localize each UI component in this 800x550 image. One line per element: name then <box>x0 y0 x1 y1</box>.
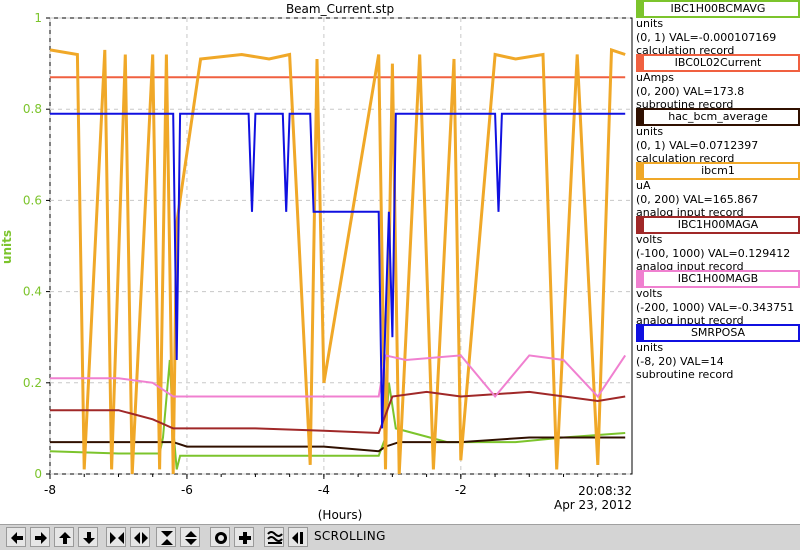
plot-frame <box>49 17 633 475</box>
legend-entry-range: (-100, 1000) VAL=0.129412 <box>636 246 791 260</box>
scroll-toggle-button[interactable] <box>288 527 308 547</box>
legend-entry-type: analog input record <box>636 260 744 273</box>
legend-entry-unit: volts <box>636 287 663 300</box>
series-line-smrposa <box>50 112 626 429</box>
legend-swatch <box>636 272 644 286</box>
current-time: 20:08:32 Apr 23, 2012 <box>552 484 632 512</box>
series-line-ibcm1 <box>49 47 626 475</box>
arrow-right-button[interactable] <box>30 527 50 547</box>
zoom-out-horizontal-button[interactable] <box>130 527 150 547</box>
series-line-ibc1h00maga <box>50 390 626 435</box>
x-tick-label: -2 <box>455 483 467 497</box>
y-tick-label: 0.6 <box>23 193 42 207</box>
date-text: Apr 23, 2012 <box>553 498 632 512</box>
legend-entry-unit: volts <box>636 233 663 246</box>
legend-entry-range: (0, 1) VAL=-0.000107169 <box>636 30 777 44</box>
x-tick-label: -4 <box>318 483 330 497</box>
legend-swatch <box>636 218 644 232</box>
zoom-out-horizontal-icon <box>134 532 148 544</box>
y-tick-label: 0 <box>34 467 42 481</box>
legend-entry-name[interactable]: hac_bcm_average <box>636 108 800 126</box>
legend-entry-unit: units <box>636 341 664 354</box>
series-layer <box>49 47 627 475</box>
zoom-out-vertical-icon <box>185 531 197 545</box>
legend-entry-name[interactable]: IBC1H00MAGB <box>636 270 800 288</box>
zoom-in-vertical-icon <box>161 531 173 545</box>
arrow-down-icon <box>83 532 95 544</box>
axes: 0 0.2 0.4 0.6 0.8 1 -8 -6 -4 -2 <box>23 11 599 497</box>
arrow-right-icon <box>35 532 47 544</box>
target-button[interactable] <box>210 527 230 547</box>
legend-entry-range: (0, 200) VAL=173.8 <box>636 84 745 98</box>
legend-entry-unit: units <box>636 125 664 138</box>
legend-entry-range: (0, 1) VAL=0.0712397 <box>636 138 759 152</box>
legend-entry-unit: units <box>636 17 664 30</box>
y-tick-label: 0.4 <box>23 285 42 299</box>
x-tick-label: -6 <box>181 483 193 497</box>
scroll-toggle-icon <box>292 532 303 544</box>
legend-entry-range: (-200, 1000) VAL=-0.343751 <box>636 300 795 314</box>
legend-panel: IBC1H00BCMAVG units (0, 1) VAL=-0.00010716… <box>612 0 800 381</box>
legend-entry-type: subroutine record <box>636 98 734 111</box>
legend-swatch <box>636 164 644 178</box>
arrow-up-button[interactable] <box>54 527 74 547</box>
legend-entry-unit: uA <box>636 179 651 192</box>
autoscale-button[interactable] <box>264 527 284 547</box>
zoom-out-vertical-button[interactable] <box>180 527 200 547</box>
series-line-hac_bcm_average <box>50 436 626 453</box>
legend-entry-name[interactable]: ibcm1 <box>636 162 800 180</box>
y-axis-label: units <box>0 229 15 265</box>
legend-entry-unit: uAmps <box>636 71 674 84</box>
y-tick-label: 0.8 <box>23 102 42 116</box>
legend-entry-type: calculation record <box>636 152 735 165</box>
legend-swatch <box>636 56 644 70</box>
zoom-in-horizontal-button[interactable] <box>106 527 126 547</box>
chart-title: Beam_Current.stp <box>285 2 395 16</box>
clock-text: 20:08:32 <box>578 484 632 498</box>
legend-entry-type: calculation record <box>636 44 735 57</box>
series-line-ibc1h00magb <box>50 354 627 399</box>
legend-swatch <box>636 2 644 16</box>
legend-entry-range: (0, 200) VAL=165.867 <box>636 192 759 206</box>
legend-entry-type: subroutine record <box>636 368 734 381</box>
legend-entry-type: analog input record <box>636 314 744 327</box>
arrow-down-button[interactable] <box>78 527 98 547</box>
legend-entry-name[interactable]: SMRPOSA <box>636 324 800 342</box>
zoom-in-horizontal-icon <box>110 532 124 544</box>
legend-swatch <box>636 326 644 340</box>
legend-entry-name[interactable]: IBC0L02Current <box>636 54 800 72</box>
plus-icon <box>239 532 251 544</box>
target-icon <box>215 532 227 544</box>
zoom-in-vertical-button[interactable] <box>156 527 176 547</box>
y-tick-label: 0.2 <box>23 376 42 390</box>
arrow-up-icon <box>59 532 71 544</box>
x-tick-label: -8 <box>44 483 56 497</box>
legend-swatch <box>636 110 644 124</box>
legend-entry-type: analog input record <box>636 206 744 219</box>
y-tick-label: 1 <box>34 11 42 25</box>
autoscale-icon <box>267 531 283 544</box>
scrolling-status: SCROLLING <box>314 529 386 543</box>
x-axis-label: (Hours) <box>317 508 363 522</box>
legend-entry-name[interactable]: IBC1H00BCMAVG <box>636 0 800 18</box>
legend-entry-name[interactable]: IBC1H00MAGA <box>636 216 800 234</box>
legend-entry-range: (-8, 20) VAL=14 <box>636 354 724 368</box>
plus-button[interactable] <box>234 527 254 547</box>
arrow-left-icon <box>11 532 23 544</box>
arrow-left-button[interactable] <box>6 527 26 547</box>
toolbar: SCROLLING <box>0 524 800 550</box>
